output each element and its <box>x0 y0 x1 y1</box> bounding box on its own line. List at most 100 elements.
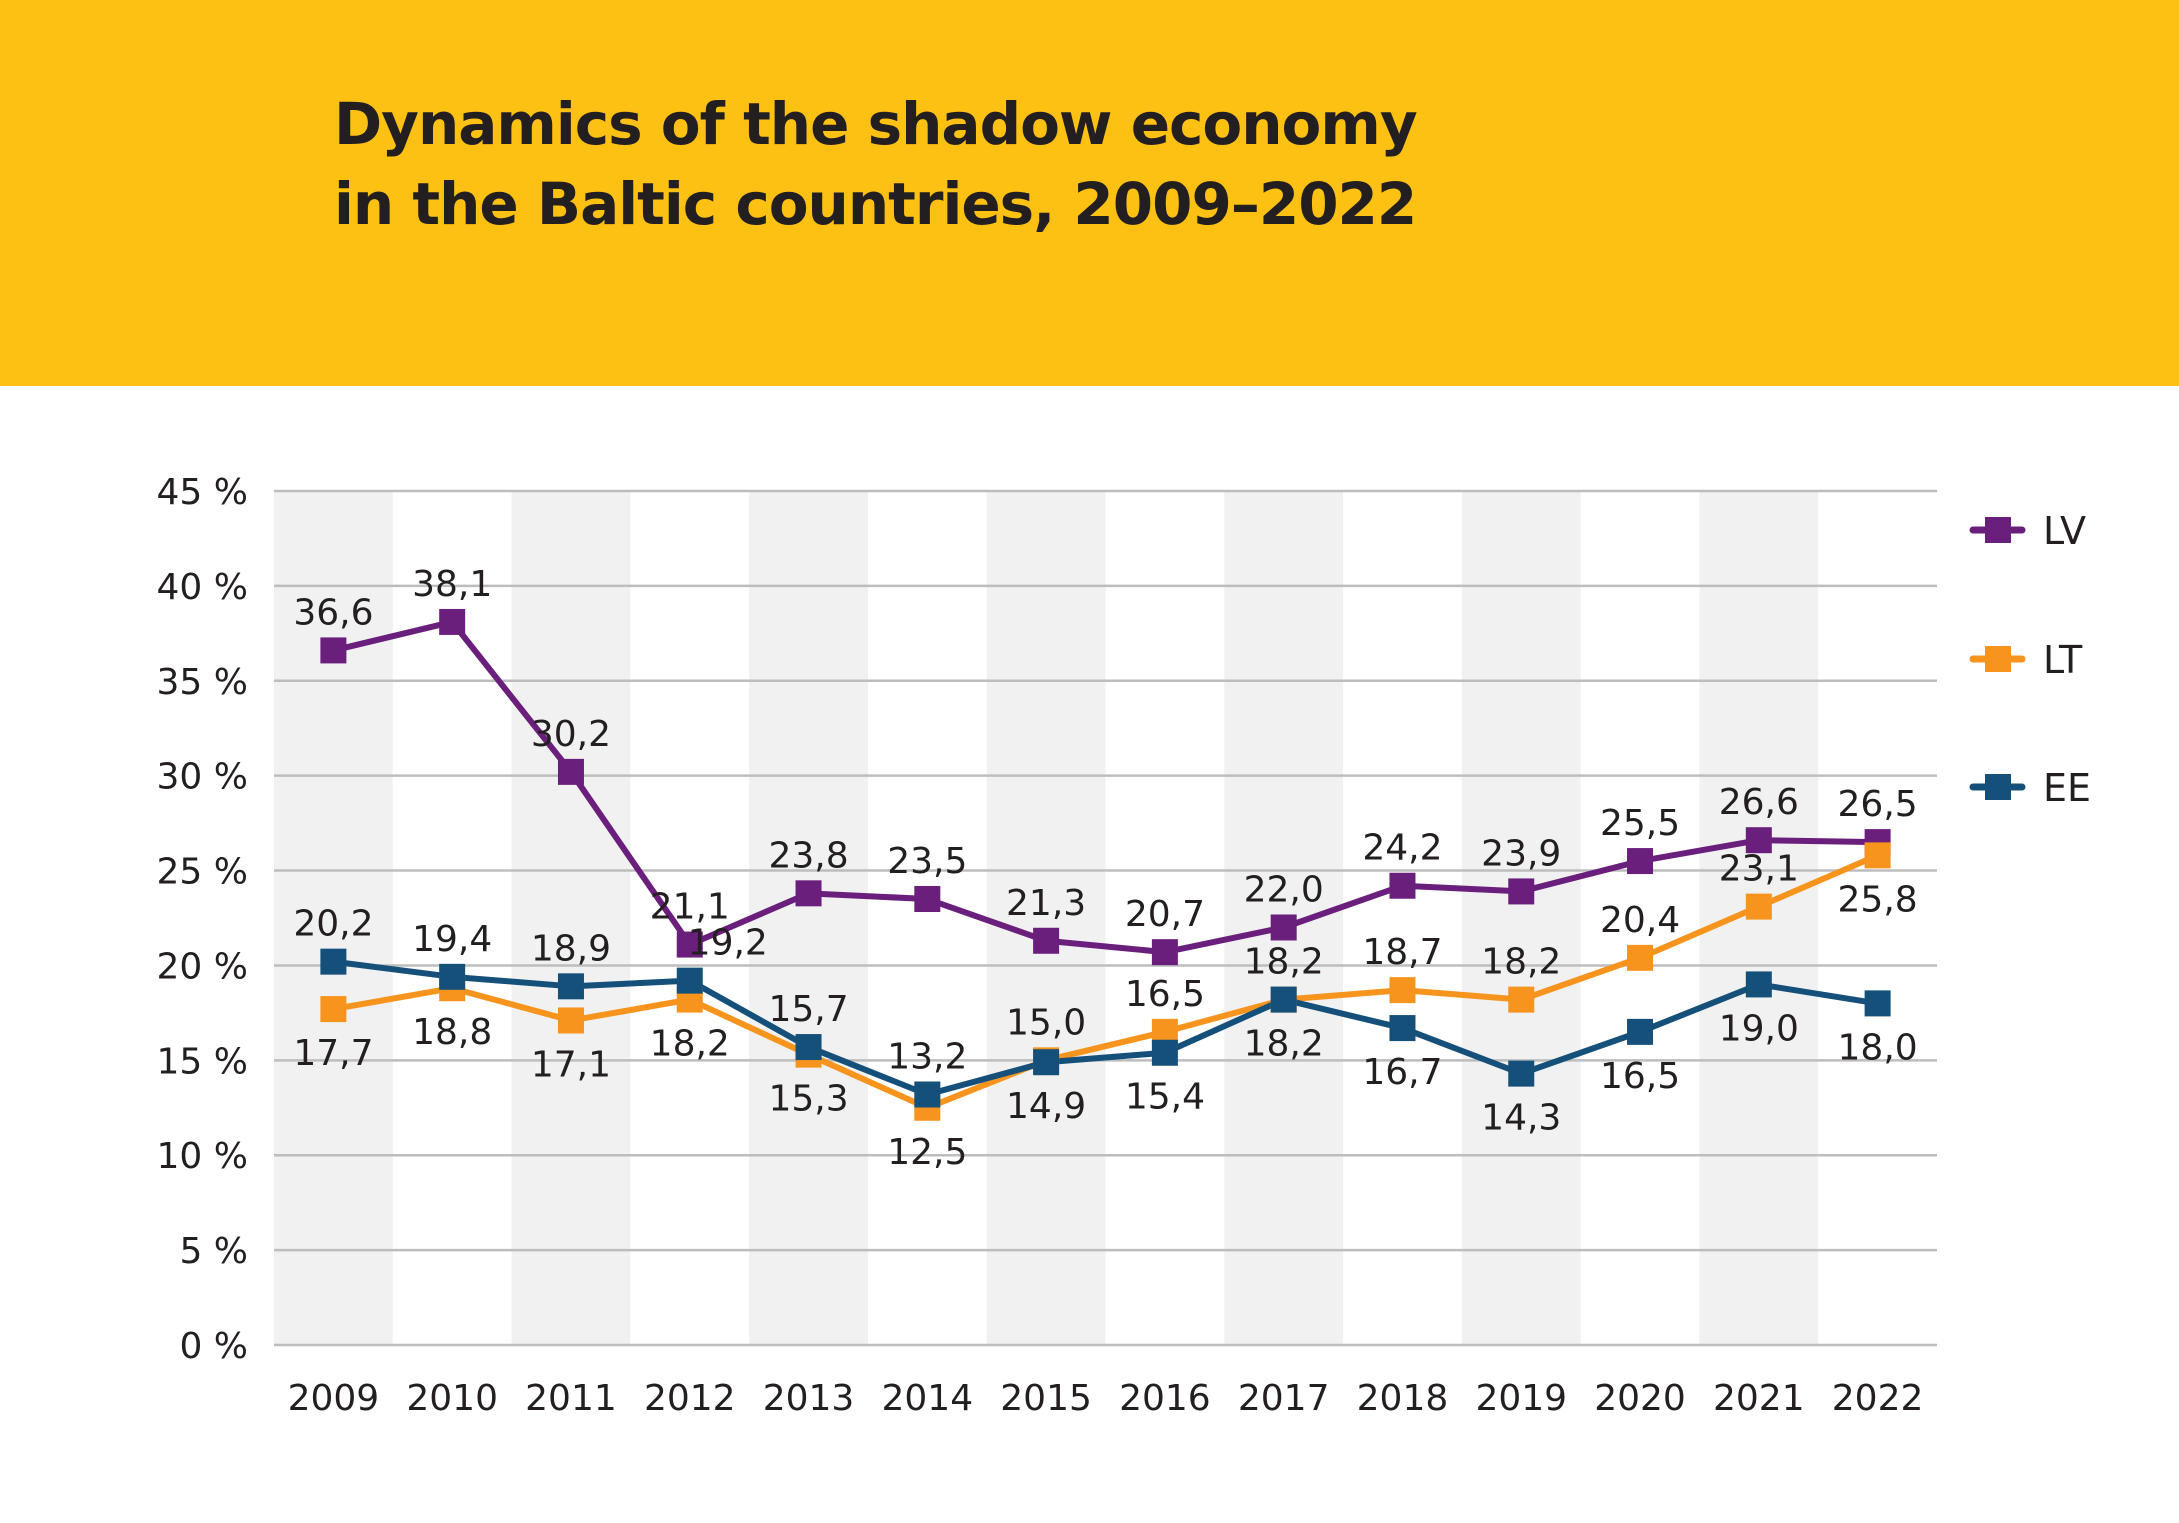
y-tick-label: 25 % <box>157 852 248 893</box>
data-label-lt: 18,8 <box>412 1012 492 1053</box>
data-label-lt: 15,0 <box>1006 1002 1086 1043</box>
data-label-lv: 23,8 <box>768 835 848 876</box>
data-label-lv: 23,9 <box>1481 833 1561 874</box>
data-label-lv: 22,0 <box>1244 869 1324 910</box>
chart-title: Dynamics of the shadow economy in the Ba… <box>334 84 1418 244</box>
legend-marker-ee <box>1985 774 2011 800</box>
data-point-ee <box>1389 1015 1416 1042</box>
data-point-ee <box>795 1034 822 1061</box>
legend-label-ee: EE <box>2043 766 2091 810</box>
data-point-ee <box>1508 1060 1535 1087</box>
data-point-lt <box>1864 842 1891 869</box>
data-point-ee <box>1270 986 1297 1013</box>
data-label-ee: 14,9 <box>1006 1086 1086 1127</box>
data-label-ee: 19,4 <box>412 919 492 960</box>
data-label-lv: 20,7 <box>1125 894 1205 935</box>
data-label-ee: 19,2 <box>688 923 768 964</box>
data-point-ee <box>1864 990 1891 1017</box>
background-band <box>749 491 868 1345</box>
background-band <box>511 491 631 1345</box>
legend-marker-lt <box>1985 646 2011 672</box>
x-tick-label: 2020 <box>1594 1378 1686 1419</box>
x-tick-label: 2009 <box>288 1378 380 1419</box>
header-banner <box>0 0 2179 386</box>
data-label-lt: 18,7 <box>1362 932 1442 973</box>
x-tick-label: 2010 <box>406 1378 498 1419</box>
series-line-lt <box>332 852 1879 1111</box>
x-tick-label: 2021 <box>1713 1378 1805 1419</box>
data-label-ee: 16,7 <box>1362 1052 1442 1093</box>
data-point-lv <box>914 886 941 913</box>
y-tick-label: 40 % <box>157 567 248 608</box>
data-point-lt <box>1389 977 1416 1004</box>
background-band <box>1461 491 1581 1345</box>
data-point-lv <box>1389 872 1416 899</box>
data-label-lt: 15,3 <box>768 1079 848 1120</box>
data-label-lt: 25,8 <box>1838 879 1918 920</box>
y-tick-label: 10 % <box>157 1136 248 1177</box>
data-point-ee <box>1151 1039 1178 1066</box>
y-tick-label: 15 % <box>157 1041 248 1082</box>
y-tick-label: 35 % <box>157 662 248 703</box>
title-line-2: in the Baltic countries, 2009–2022 <box>334 170 1417 238</box>
x-tick-label: 2019 <box>1475 1378 1567 1419</box>
data-label-ee: 18,2 <box>1244 1024 1324 1065</box>
data-label-ee: 15,4 <box>1125 1077 1205 1118</box>
data-point-lt <box>1627 944 1654 971</box>
data-point-ee <box>557 973 584 1000</box>
y-tick-label: 5 % <box>179 1231 248 1272</box>
data-label-lt: 16,5 <box>1125 974 1205 1015</box>
data-point-ee <box>1033 1049 1060 1076</box>
title-line-1: Dynamics of the shadow economy <box>334 90 1418 158</box>
data-point-ee <box>439 963 466 990</box>
x-tick-label: 2017 <box>1238 1378 1330 1419</box>
data-point-lv <box>320 637 347 664</box>
data-label-lv: 36,6 <box>293 592 373 633</box>
series-line-lv <box>332 618 1878 956</box>
data-point-lv <box>1627 848 1654 875</box>
y-tick-label: 30 % <box>157 757 248 798</box>
legend-marker-lv <box>1985 517 2011 543</box>
x-tick-label: 2011 <box>525 1378 617 1419</box>
data-label-lt: 23,1 <box>1719 849 1799 890</box>
data-point-lt <box>557 1007 584 1034</box>
data-label-lv: 26,6 <box>1719 782 1799 823</box>
data-label-ee: 14,3 <box>1481 1098 1561 1139</box>
y-tick-label: 20 % <box>157 946 248 987</box>
legend-label-lv: LV <box>2043 509 2086 553</box>
data-label-lv: 26,5 <box>1838 784 1918 825</box>
data-label-ee: 18,9 <box>531 928 611 969</box>
data-label-ee: 15,7 <box>768 989 848 1030</box>
x-tick-label: 2012 <box>644 1378 736 1419</box>
data-label-lv: 23,5 <box>887 841 967 882</box>
data-label-lt: 18,2 <box>650 1024 730 1065</box>
y-tick-label: 45 % <box>157 472 248 513</box>
x-tick-label: 2022 <box>1832 1378 1924 1419</box>
data-point-lv <box>1151 939 1178 966</box>
data-label-lv: 30,2 <box>531 714 611 755</box>
data-label-lv: 25,5 <box>1600 803 1680 844</box>
data-label-lt: 18,2 <box>1244 942 1324 983</box>
x-tick-label: 2016 <box>1119 1378 1211 1419</box>
data-point-lv <box>676 931 703 958</box>
background-band <box>986 491 1106 1345</box>
data-label-lt: 18,2 <box>1481 942 1561 983</box>
data-label-lt: 12,5 <box>887 1132 967 1173</box>
data-label-lt: 17,7 <box>293 1033 373 1074</box>
data-point-ee <box>676 967 703 994</box>
data-point-ee <box>1627 1018 1654 1045</box>
data-label-lt: 20,4 <box>1600 900 1680 941</box>
data-point-lv <box>795 880 822 907</box>
data-point-lv <box>439 608 466 635</box>
data-point-lt <box>1745 893 1772 920</box>
data-label-ee: 16,5 <box>1600 1056 1680 1097</box>
data-point-lv <box>1033 927 1060 954</box>
data-point-lv <box>1270 914 1297 941</box>
data-point-ee <box>914 1081 941 1108</box>
x-tick-label: 2015 <box>1000 1378 1092 1419</box>
data-point-lv <box>1508 878 1535 905</box>
background-band <box>274 491 393 1345</box>
data-label-lv: 24,2 <box>1362 828 1442 869</box>
data-label-ee: 13,2 <box>887 1036 967 1077</box>
